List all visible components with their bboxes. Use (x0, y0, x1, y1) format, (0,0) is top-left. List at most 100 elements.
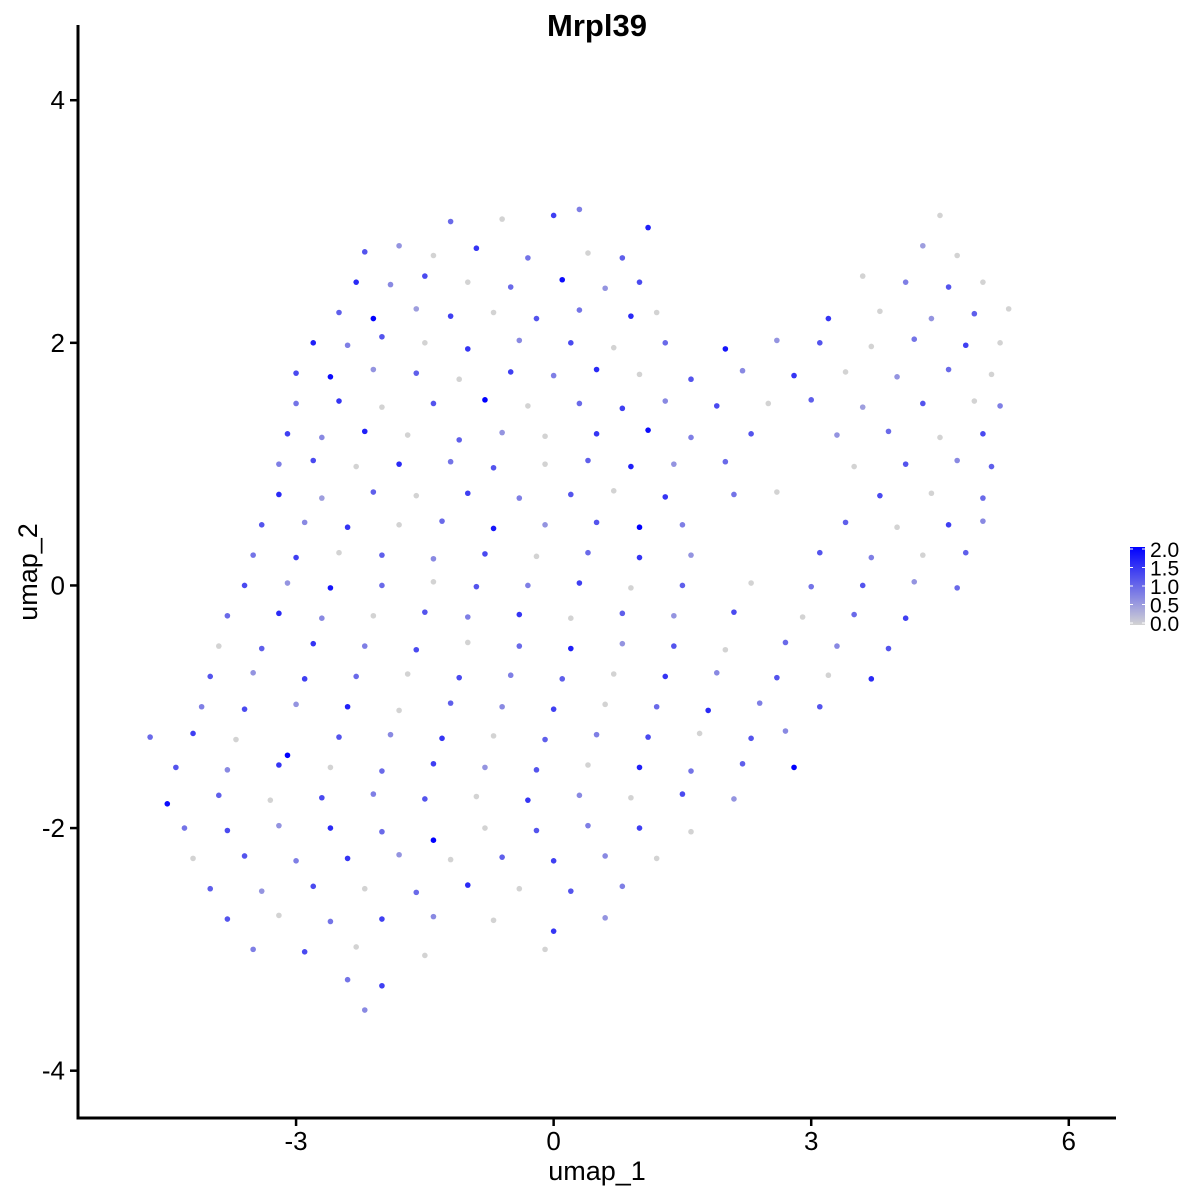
data-point (679, 521, 686, 528)
data-point (636, 371, 643, 378)
data-point (370, 315, 377, 322)
chart-title: Mrpl39 (547, 8, 647, 43)
data-point (619, 610, 626, 617)
data-point (413, 646, 420, 653)
x-tick-label: 0 (546, 1126, 560, 1156)
data-point (722, 646, 729, 653)
data-point (276, 912, 282, 919)
data-point (602, 915, 608, 921)
data-point (636, 279, 643, 285)
data-point (319, 495, 325, 501)
data-point (842, 369, 849, 375)
data-point (447, 856, 454, 863)
data-point (370, 366, 377, 373)
data-point (370, 791, 377, 797)
data-point (370, 489, 377, 495)
data-point (962, 549, 969, 556)
data-point (379, 768, 385, 774)
data-point (576, 792, 583, 799)
data-point (782, 728, 789, 734)
data-point (619, 640, 626, 647)
data-point (447, 700, 454, 706)
data-point (310, 457, 317, 464)
data-point (1005, 306, 1012, 312)
data-point (293, 701, 299, 708)
data-point (216, 643, 222, 649)
data-point (533, 553, 540, 560)
data-point (464, 490, 471, 497)
data-point (653, 855, 660, 862)
data-point (516, 885, 523, 892)
data-point (490, 917, 497, 924)
x-tick-label: -3 (285, 1126, 308, 1156)
data-point (696, 730, 703, 737)
data-point (945, 284, 952, 290)
data-point (422, 796, 428, 802)
data-point (181, 825, 188, 831)
data-point (473, 245, 480, 252)
data-point (525, 797, 531, 803)
data-point (396, 461, 402, 467)
data-point (559, 276, 566, 283)
data-point (928, 490, 935, 497)
data-point (516, 337, 523, 344)
data-point (464, 279, 471, 285)
data-point (902, 461, 909, 467)
data-point (739, 367, 746, 374)
data-point (748, 580, 754, 586)
data-point (301, 519, 308, 526)
data-point (447, 313, 454, 319)
data-point (636, 524, 643, 531)
data-point (224, 916, 231, 922)
data-point (344, 342, 351, 349)
data-point (859, 273, 866, 279)
data-point (671, 643, 677, 649)
data-point (173, 764, 179, 771)
data-point (525, 403, 531, 409)
data-point (859, 582, 866, 589)
points-layer (147, 206, 1012, 1013)
colorbar (1130, 547, 1145, 625)
data-point (396, 521, 402, 528)
data-point (585, 762, 591, 768)
data-point (542, 521, 548, 528)
data-point (653, 703, 660, 710)
data-point (310, 340, 317, 346)
data-point (327, 585, 334, 591)
data-point (233, 736, 239, 743)
data-point (731, 796, 737, 802)
data-point (327, 373, 334, 380)
data-point (645, 224, 651, 231)
data-point (808, 397, 815, 403)
data-point (628, 313, 634, 319)
data-point (327, 825, 334, 831)
data-point (894, 373, 900, 380)
data-point (404, 432, 411, 438)
data-point (774, 674, 780, 681)
data-point (447, 218, 454, 225)
data-point (301, 676, 308, 682)
data-point (774, 489, 780, 495)
data-point (293, 370, 299, 376)
data-point (636, 764, 643, 771)
data-point (387, 281, 394, 288)
data-point (267, 797, 274, 803)
data-point (490, 309, 497, 316)
data-point (877, 308, 883, 315)
data-point (379, 828, 385, 835)
data-point (387, 731, 394, 738)
data-point (954, 585, 960, 591)
data-point (550, 858, 557, 864)
data-point (464, 882, 471, 888)
data-point (241, 853, 248, 859)
x-tick-label: 3 (804, 1126, 818, 1156)
data-point (516, 495, 523, 501)
data-point (370, 612, 377, 619)
data-point (379, 333, 385, 340)
data-point (525, 255, 531, 261)
data-point (877, 492, 883, 499)
data-point (413, 492, 420, 499)
data-point (430, 579, 437, 585)
data-point (585, 549, 591, 556)
data-point (413, 889, 420, 896)
